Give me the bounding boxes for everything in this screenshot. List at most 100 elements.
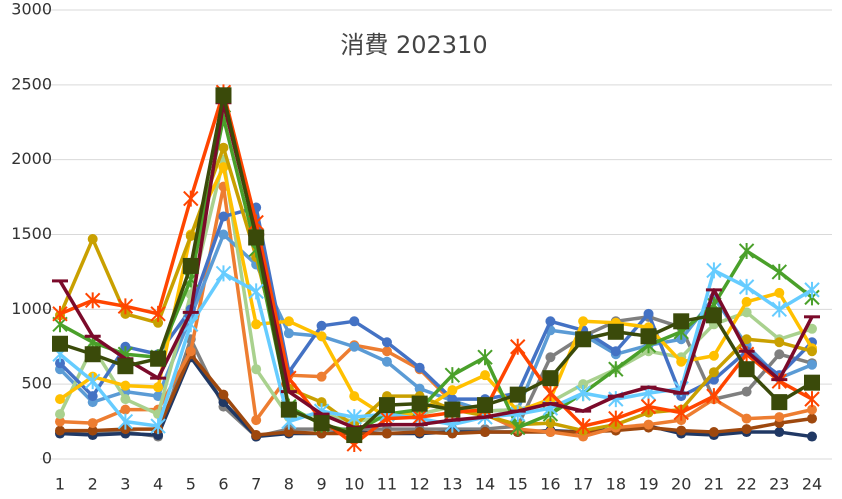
marker <box>676 425 687 436</box>
y-tick-label: 3000 <box>11 0 52 19</box>
marker <box>120 404 131 415</box>
marker <box>545 418 556 429</box>
marker <box>640 328 657 345</box>
x-tick-label: 20 <box>671 475 691 494</box>
marker <box>804 391 820 408</box>
marker <box>414 383 425 394</box>
x-tick-label: 4 <box>153 475 163 494</box>
marker <box>87 233 98 244</box>
marker <box>349 391 360 402</box>
marker <box>414 362 425 373</box>
marker <box>575 385 591 402</box>
series-line <box>60 315 813 439</box>
marker <box>120 394 131 405</box>
marker <box>283 316 294 327</box>
marker <box>283 427 294 438</box>
y-tick-label: 500 <box>21 374 52 393</box>
marker <box>349 316 360 327</box>
marker <box>153 382 164 393</box>
marker <box>444 401 461 418</box>
marker <box>477 397 494 414</box>
marker <box>545 352 556 363</box>
marker <box>84 373 101 390</box>
marker <box>807 323 817 334</box>
marker <box>411 409 428 426</box>
marker <box>55 358 65 369</box>
marker <box>349 341 360 352</box>
y-tick-label: 1000 <box>11 299 52 318</box>
x-tick-label: 5 <box>186 475 196 494</box>
marker <box>804 281 820 298</box>
marker <box>218 142 229 153</box>
marker <box>673 404 689 421</box>
marker <box>316 331 327 342</box>
marker <box>316 371 327 382</box>
x-tick-label: 3 <box>120 475 130 494</box>
x-tick-label: 7 <box>251 475 261 494</box>
x-tick-label: 19 <box>638 475 658 494</box>
marker <box>676 356 687 367</box>
marker <box>185 346 196 357</box>
marker <box>741 424 752 435</box>
marker <box>251 319 262 330</box>
marker <box>444 367 461 384</box>
marker <box>774 349 785 360</box>
marker <box>251 364 262 375</box>
marker <box>283 328 294 339</box>
marker <box>575 418 591 435</box>
marker <box>52 305 68 322</box>
marker <box>480 427 491 438</box>
marker <box>447 385 458 396</box>
marker <box>807 346 817 357</box>
marker <box>55 416 65 427</box>
marker <box>84 346 101 363</box>
series-line <box>59 90 813 446</box>
series-line <box>58 101 814 430</box>
marker <box>738 361 755 378</box>
marker <box>771 301 788 318</box>
marker <box>542 370 559 387</box>
marker <box>215 265 232 282</box>
marker <box>708 427 719 438</box>
marker <box>381 428 392 439</box>
x-tick-label: 9 <box>316 475 326 494</box>
x-tick-label: 1 <box>55 475 65 494</box>
marker <box>182 257 199 274</box>
marker <box>117 298 134 315</box>
marker <box>411 395 428 412</box>
marker <box>774 412 785 423</box>
marker <box>510 338 526 355</box>
marker <box>741 386 752 397</box>
marker <box>55 394 65 405</box>
y-tick-label: 0 <box>42 449 52 468</box>
marker <box>706 388 722 405</box>
marker <box>510 419 526 436</box>
x-tick-label: 15 <box>508 475 528 494</box>
x-tick-label: 14 <box>475 475 495 494</box>
marker <box>215 87 232 104</box>
marker <box>150 418 166 435</box>
marker <box>807 413 817 424</box>
marker <box>150 350 167 367</box>
x-tick-label: 16 <box>540 475 560 494</box>
marker <box>807 359 817 370</box>
marker <box>610 346 621 357</box>
marker <box>87 425 98 436</box>
marker <box>55 425 65 436</box>
marker <box>346 409 362 426</box>
marker <box>640 398 657 415</box>
marker <box>741 334 752 345</box>
marker <box>52 335 68 352</box>
marker <box>509 386 526 403</box>
marker <box>414 427 425 438</box>
x-tick-label: 22 <box>736 475 756 494</box>
marker <box>316 397 327 408</box>
marker <box>708 350 719 361</box>
marker <box>218 162 229 173</box>
y-tick-label: 2500 <box>11 74 52 93</box>
marker <box>575 331 592 348</box>
marker <box>804 374 820 391</box>
marker <box>251 415 262 426</box>
marker <box>542 385 559 402</box>
